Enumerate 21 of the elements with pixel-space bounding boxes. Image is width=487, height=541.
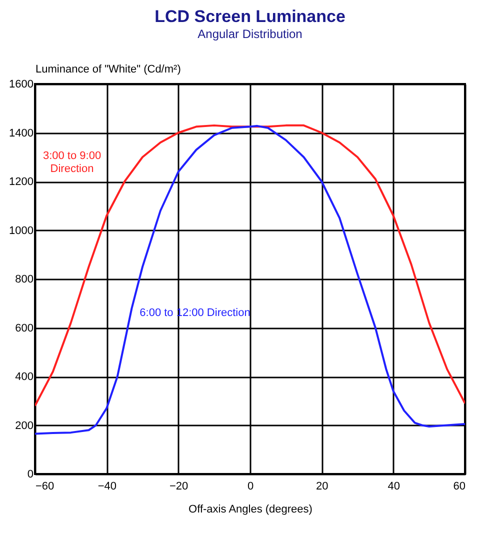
y-tick-label: 800 <box>15 274 34 286</box>
x-tick-label: −60 <box>36 480 54 492</box>
y-tick-label: 0 <box>27 468 34 480</box>
chart-subtitle: Angular Distribution <box>198 27 302 41</box>
y-tick-label: 1400 <box>9 127 34 140</box>
y-tick-label: 600 <box>15 322 34 334</box>
y-tick-label: 1000 <box>9 224 34 237</box>
x-tick-label: −40 <box>98 480 117 492</box>
chart-title: LCD Screen Luminance <box>154 7 346 26</box>
x-tick-label: −20 <box>169 480 188 492</box>
y-tick-label: 200 <box>15 420 34 432</box>
x-tick-label: 0 <box>247 480 254 492</box>
text: 3:00 to 9:00 Direction <box>42 150 102 175</box>
x-tick-label: 40 <box>388 480 400 492</box>
y-tick-label: 1200 <box>9 176 34 188</box>
y-tick-label: 400 <box>15 371 34 383</box>
x-tick-label: 20 <box>316 480 328 492</box>
x-axis-title: Off-axis Angles (degrees) <box>188 504 312 516</box>
y-axis-title: Luminance of "White" (Cd/m²) <box>36 64 181 76</box>
y-tick-label: 1600 <box>9 78 34 90</box>
x-tick-label: 60 <box>453 480 466 492</box>
